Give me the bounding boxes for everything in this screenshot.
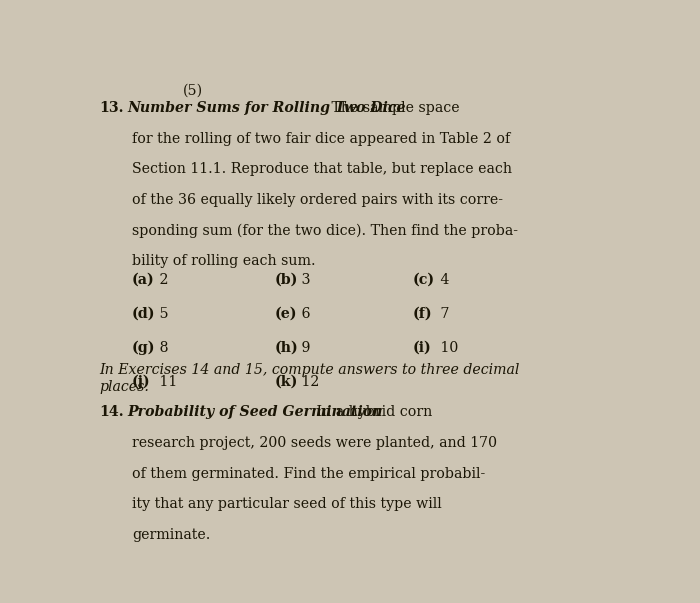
- Text: (k): (k): [274, 374, 298, 388]
- Text: 11: 11: [155, 374, 177, 388]
- Text: The sample space: The sample space: [328, 101, 460, 115]
- Text: research project, 200 seeds were planted, and 170: research project, 200 seeds were planted…: [132, 436, 497, 450]
- Text: for the rolling of two fair dice appeared in Table 2 of: for the rolling of two fair dice appeare…: [132, 132, 510, 146]
- Text: 6: 6: [298, 307, 311, 321]
- Text: (b): (b): [274, 273, 298, 287]
- Text: Number Sums for Rolling Two Dice: Number Sums for Rolling Two Dice: [127, 101, 406, 115]
- Text: 8: 8: [155, 341, 168, 355]
- Text: 9: 9: [298, 341, 311, 355]
- Text: 4: 4: [436, 273, 449, 287]
- Text: (j): (j): [132, 374, 150, 389]
- Text: of the 36 equally likely ordered pairs with its corre-: of the 36 equally likely ordered pairs w…: [132, 193, 503, 207]
- Text: 12: 12: [298, 374, 320, 388]
- Text: ity that any particular seed of this type will: ity that any particular seed of this typ…: [132, 497, 442, 511]
- Text: (a): (a): [132, 273, 155, 287]
- Text: germinate.: germinate.: [132, 528, 211, 542]
- Text: bility of rolling each sum.: bility of rolling each sum.: [132, 254, 316, 268]
- Text: 5: 5: [155, 307, 169, 321]
- Text: Section 11.1. Reproduce that table, but replace each: Section 11.1. Reproduce that table, but …: [132, 162, 512, 177]
- Text: (h): (h): [274, 341, 298, 355]
- Text: 14.: 14.: [99, 405, 124, 419]
- Text: (e): (e): [274, 307, 298, 321]
- Text: places.: places.: [99, 380, 149, 394]
- Text: (f): (f): [413, 307, 433, 321]
- Text: (d): (d): [132, 307, 155, 321]
- Text: 2: 2: [155, 273, 168, 287]
- Text: (g): (g): [132, 341, 155, 355]
- Text: In a hybrid corn: In a hybrid corn: [312, 405, 433, 419]
- Text: 13.: 13.: [99, 101, 124, 115]
- Text: (i): (i): [413, 341, 432, 355]
- Text: In Exercises 14 and 15, compute answers to three decimal: In Exercises 14 and 15, compute answers …: [99, 364, 520, 377]
- Text: Probability of Seed Germination: Probability of Seed Germination: [127, 405, 383, 419]
- Text: 10: 10: [436, 341, 459, 355]
- Text: 3: 3: [298, 273, 311, 287]
- Text: sponding sum (for the two dice). Then find the proba-: sponding sum (for the two dice). Then fi…: [132, 224, 518, 238]
- Text: (c): (c): [413, 273, 435, 287]
- Text: (5): (5): [183, 84, 202, 98]
- Text: 7: 7: [436, 307, 449, 321]
- Text: of them germinated. Find the empirical probabil-: of them germinated. Find the empirical p…: [132, 467, 485, 481]
